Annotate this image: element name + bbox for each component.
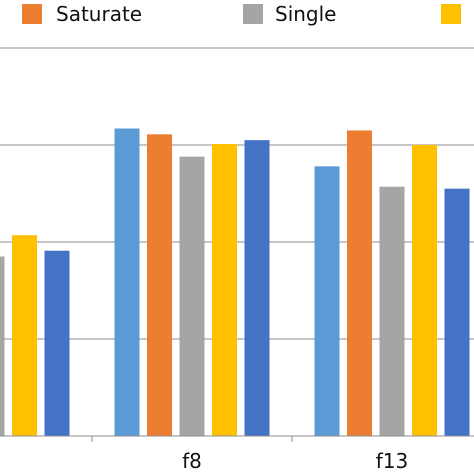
bar-f13-series-3 <box>379 186 405 436</box>
legend-swatch-series-3 <box>243 4 263 24</box>
legend-swatch-series-4 <box>441 4 461 24</box>
legend-label-series-3: Single <box>275 2 336 26</box>
bar-f8-series-1 <box>114 128 140 436</box>
legend: Saturate Single <box>22 2 461 26</box>
bar-f7-series-4 <box>12 235 37 436</box>
bar-f13-series-4 <box>412 145 437 436</box>
x-tick-label-f13: f13 <box>376 449 409 473</box>
bar-f8-series-3 <box>179 156 205 436</box>
legend-label-series-2: Saturate <box>56 2 142 26</box>
bar-f13-series-1 <box>314 166 340 436</box>
bar-f8-series-2 <box>147 134 172 436</box>
legend-swatch-series-2 <box>22 4 42 24</box>
x-axis: f8 f13 <box>0 435 474 473</box>
bar-f8-series-5 <box>244 140 270 436</box>
bar-f7-series-3 <box>0 256 5 436</box>
bar-f13-series-5 <box>444 188 470 436</box>
bar-f8-series-4 <box>212 144 237 436</box>
bar-f13-series-2 <box>347 130 372 436</box>
bars <box>0 128 470 436</box>
x-tick-label-f8: f8 <box>182 449 202 473</box>
bar-f7-series-5 <box>44 250 70 436</box>
